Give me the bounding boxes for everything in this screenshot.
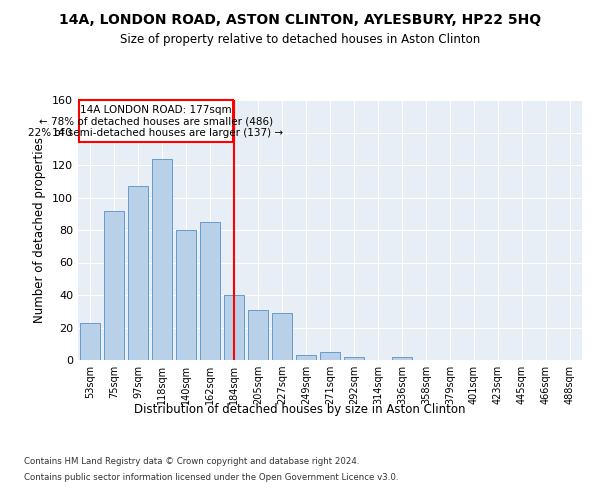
- Bar: [296, 355, 316, 360]
- Bar: [320, 352, 340, 360]
- Text: 14A, LONDON ROAD, ASTON CLINTON, AYLESBURY, HP22 5HQ: 14A, LONDON ROAD, ASTON CLINTON, AYLESBU…: [59, 12, 541, 26]
- Text: ← 78% of detached houses are smaller (486): ← 78% of detached houses are smaller (48…: [39, 116, 273, 126]
- Bar: [128, 186, 148, 360]
- Y-axis label: Number of detached properties: Number of detached properties: [34, 137, 46, 323]
- Bar: [392, 357, 412, 360]
- Bar: [344, 357, 364, 360]
- Bar: [248, 310, 268, 360]
- Bar: [152, 158, 172, 360]
- Text: 22% of semi-detached houses are larger (137) →: 22% of semi-detached houses are larger (…: [28, 128, 284, 138]
- Bar: [104, 210, 124, 360]
- Text: 14A LONDON ROAD: 177sqm: 14A LONDON ROAD: 177sqm: [80, 105, 232, 115]
- Text: Contains HM Land Registry data © Crown copyright and database right 2024.: Contains HM Land Registry data © Crown c…: [24, 458, 359, 466]
- Text: Distribution of detached houses by size in Aston Clinton: Distribution of detached houses by size …: [134, 402, 466, 415]
- Text: Contains public sector information licensed under the Open Government Licence v3: Contains public sector information licen…: [24, 472, 398, 482]
- Bar: [176, 230, 196, 360]
- Bar: [224, 295, 244, 360]
- Bar: [272, 313, 292, 360]
- Bar: [80, 322, 100, 360]
- Bar: [200, 222, 220, 360]
- FancyBboxPatch shape: [79, 100, 233, 142]
- Text: Size of property relative to detached houses in Aston Clinton: Size of property relative to detached ho…: [120, 32, 480, 46]
